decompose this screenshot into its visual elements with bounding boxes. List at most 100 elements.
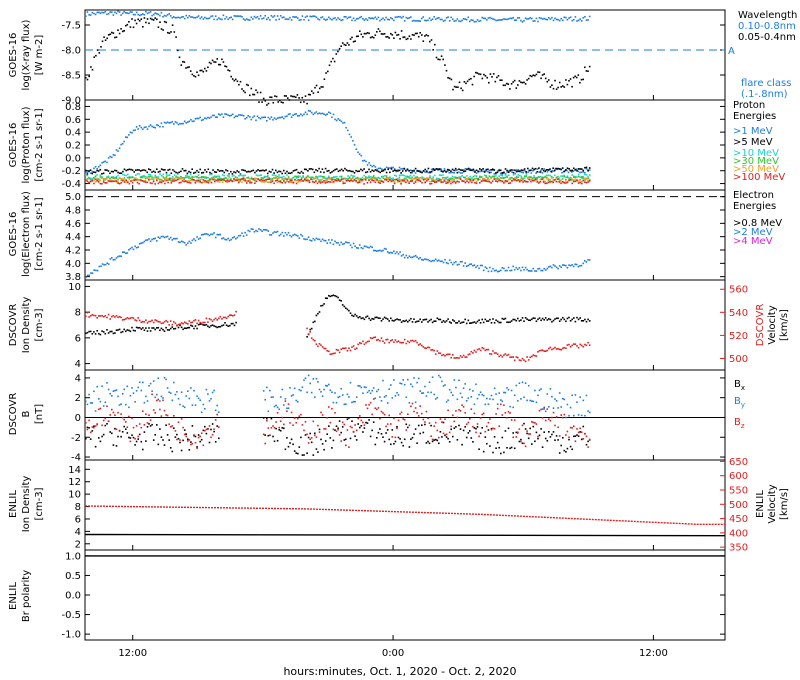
dscovr_mag-point <box>143 401 146 404</box>
dscovr_mag-point <box>554 398 556 400</box>
proton-point <box>212 169 214 171</box>
xray-point <box>256 16 259 18</box>
proton-point <box>255 119 257 122</box>
xray-point <box>149 17 152 20</box>
proton-point <box>443 180 446 182</box>
xray-point <box>142 26 144 28</box>
dscovr_mag-point <box>338 395 341 398</box>
proton-point <box>185 176 187 179</box>
xray-ytick-label: -7.5 <box>61 21 81 32</box>
proton-point <box>122 178 124 180</box>
proton-point <box>180 170 182 173</box>
proton-point <box>117 182 119 184</box>
dscovr_plasma-point <box>160 322 163 325</box>
proton-point <box>316 178 319 180</box>
dscovr_mag-point <box>478 393 480 396</box>
enlil_plasma-ytick-label: 8 <box>75 502 81 513</box>
electron-point <box>310 240 313 242</box>
electron-point <box>369 245 372 248</box>
proton-point <box>432 168 434 170</box>
proton-point <box>259 117 262 120</box>
xray-point <box>481 16 483 19</box>
xray-point <box>231 78 234 80</box>
dscovr_mag-point <box>442 385 445 387</box>
xray-point <box>584 16 586 18</box>
proton-point <box>587 181 589 183</box>
proton-point <box>89 178 92 181</box>
mag-legend-bz-name: B <box>734 417 741 428</box>
xray-point <box>554 79 556 82</box>
dscovr_plasma-point <box>541 317 544 320</box>
proton-point <box>323 171 325 174</box>
xray-point <box>222 61 225 63</box>
dscovr_plasma-point <box>500 321 502 324</box>
dscovr_plasma-point <box>346 308 349 311</box>
proton-point <box>157 171 160 173</box>
xray-point <box>502 84 505 87</box>
proton-point <box>416 179 418 181</box>
proton-point <box>196 180 198 183</box>
proton-point <box>345 180 348 182</box>
proton-point <box>424 181 426 184</box>
proton-point <box>272 119 274 121</box>
proton-point <box>544 182 546 185</box>
proton-point <box>236 115 239 118</box>
dscovr_plasma-point <box>207 321 209 323</box>
electron-point <box>244 231 246 234</box>
dscovr_mag-point <box>565 416 567 419</box>
proton-point <box>104 160 107 163</box>
dscovr_mag-point <box>537 394 539 397</box>
dscovr_mag-point <box>549 436 552 438</box>
dscovr_mag-point <box>377 407 380 409</box>
dscovr_mag-point <box>573 425 575 427</box>
dscovr_mag-point <box>498 425 500 427</box>
proton-point <box>406 179 409 181</box>
xray-point <box>293 95 295 98</box>
xray-point <box>131 18 133 20</box>
proton-point <box>284 115 287 118</box>
proton-point <box>263 181 266 183</box>
proton-point <box>204 117 206 119</box>
xray-point <box>156 12 158 15</box>
xray-point <box>200 16 203 18</box>
dscovr_mag-point <box>569 406 572 409</box>
dscovr_plasma-point <box>131 316 133 319</box>
dscovr_mag-point <box>121 416 124 419</box>
proton-point <box>531 178 534 181</box>
dscovr_mag-point <box>464 412 466 414</box>
dscovr_mag-point <box>579 396 581 398</box>
xray-point <box>521 81 524 84</box>
xray-point <box>233 15 236 17</box>
dscovr_plasma-point <box>394 339 397 341</box>
proton-point <box>315 111 318 113</box>
dscovr_mag-point <box>163 444 166 446</box>
dscovr_mag-point <box>88 393 90 396</box>
dscovr_mag-point <box>385 394 387 397</box>
xray-point <box>165 21 168 24</box>
dscovr_plasma-point <box>582 320 585 322</box>
dscovr_plasma-point <box>114 316 116 318</box>
proton-point <box>539 176 542 178</box>
dscovr_plasma-point <box>232 315 234 317</box>
dscovr_mag-point <box>380 433 383 435</box>
electron-point <box>422 259 425 261</box>
proton-point <box>504 174 507 176</box>
proton-point <box>523 177 526 179</box>
dscovr_mag-point <box>289 422 291 424</box>
proton-point <box>356 181 359 184</box>
proton-point <box>141 176 144 179</box>
proton-point <box>479 176 481 178</box>
proton-point <box>544 180 546 183</box>
proton-point <box>319 175 322 177</box>
electron-point <box>204 233 206 235</box>
dscovr_mag-point <box>359 415 361 417</box>
xray-point <box>405 16 408 19</box>
dscovr_mag-point <box>89 402 92 404</box>
proton-point <box>145 126 147 128</box>
xray-point <box>390 32 392 35</box>
electron-point <box>506 269 508 272</box>
proton-point <box>540 169 542 172</box>
proton-point <box>236 170 238 172</box>
dscovr_mag-point <box>142 381 144 384</box>
dscovr_mag-point <box>357 385 359 387</box>
